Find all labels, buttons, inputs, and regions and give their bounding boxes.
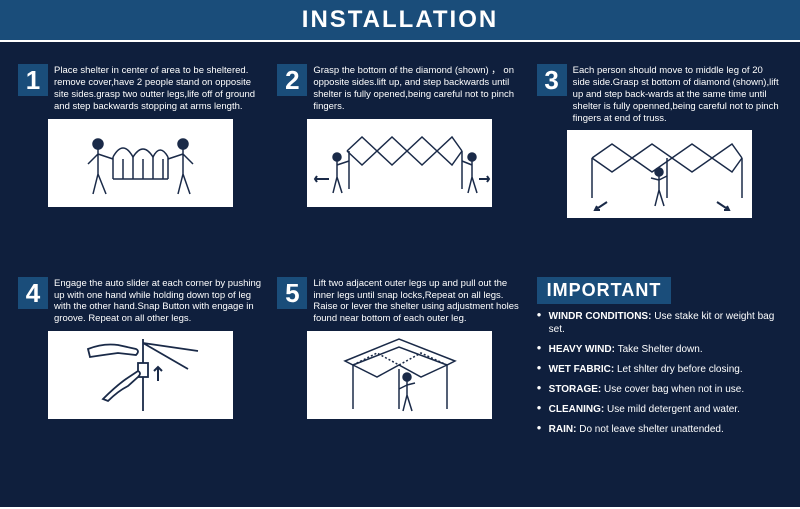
- important-panel: IMPORTANT WINDR CONDITIONS: Use stake ki…: [537, 277, 782, 493]
- content-area: 1 Place shelter in center of area to be …: [0, 42, 800, 507]
- step-2-text: Grasp the bottom of the diamond (shown) …: [313, 64, 522, 113]
- step-1-illustration: [48, 119, 233, 207]
- step-2-illustration: [307, 119, 492, 207]
- important-item: WET FABRIC: Let shlter dry before closin…: [537, 363, 782, 376]
- step-2-number: 2: [277, 64, 307, 96]
- step-3: 3 Each person should move to middle leg …: [537, 64, 782, 269]
- step-5: 5 Lift two adjacent outer legs up and pu…: [277, 277, 522, 493]
- step-1-number: 1: [18, 64, 48, 96]
- important-item: CLEANING: Use mild detergent and water.: [537, 403, 782, 416]
- step-3-number: 3: [537, 64, 567, 96]
- step-5-text: Lift two adjacent outer legs up and pull…: [313, 277, 522, 326]
- step-3-text: Each person should move to middle leg of…: [573, 64, 782, 124]
- step-4-illustration: [48, 331, 233, 419]
- step-1-text: Place shelter in center of area to be sh…: [54, 64, 263, 113]
- step-4: 4 Engage the auto slider at each corner …: [18, 277, 263, 493]
- important-list: WINDR CONDITIONS: Use stake kit or weigh…: [537, 310, 782, 443]
- steps-grid: 1 Place shelter in center of area to be …: [18, 64, 782, 493]
- important-item: WINDR CONDITIONS: Use stake kit or weigh…: [537, 310, 782, 336]
- important-item: RAIN: Do not leave shelter unattended.: [537, 423, 782, 436]
- step-5-illustration: [307, 331, 492, 419]
- step-4-text: Engage the auto slider at each corner by…: [54, 277, 263, 326]
- step-2: 2 Grasp the bottom of the diamond (shown…: [277, 64, 522, 269]
- page-title: INSTALLATION: [0, 0, 800, 42]
- step-4-number: 4: [18, 277, 48, 309]
- step-3-illustration: [567, 130, 752, 218]
- important-title: IMPORTANT: [537, 277, 672, 304]
- step-5-number: 5: [277, 277, 307, 309]
- important-item: STORAGE: Use cover bag when not in use.: [537, 383, 782, 396]
- important-item: HEAVY WIND: Take Shelter down.: [537, 343, 782, 356]
- step-1: 1 Place shelter in center of area to be …: [18, 64, 263, 269]
